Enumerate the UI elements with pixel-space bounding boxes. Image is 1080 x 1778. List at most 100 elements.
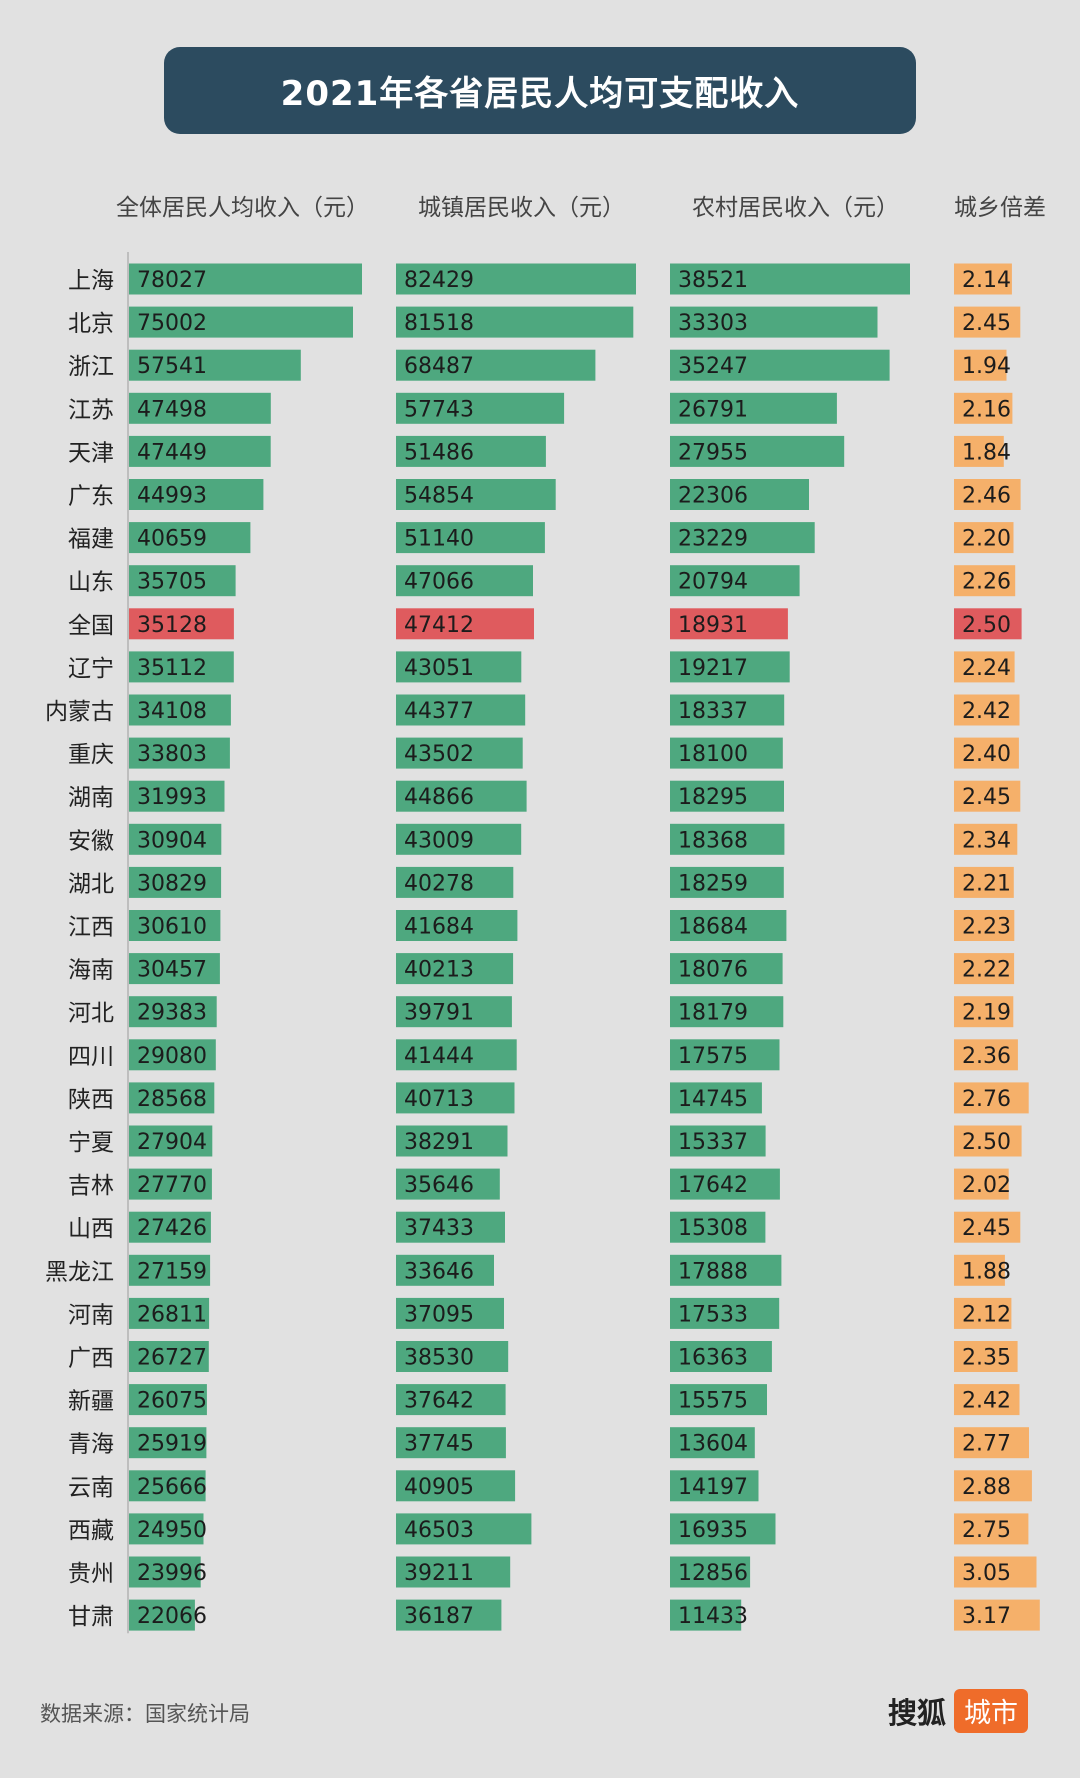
value-label-s2-29: 16935	[678, 1518, 748, 1543]
bar-s0-25	[129, 1341, 209, 1372]
bar-s2-9	[670, 651, 790, 683]
bar-s3-4	[954, 435, 1004, 467]
value-label-s2-25: 16363	[678, 1346, 748, 1371]
value-label-s2-26: 15575	[678, 1389, 748, 1414]
value-label-s3-11: 2.40	[962, 742, 1011, 767]
bar-s2-7	[670, 565, 800, 597]
bar-s2-6	[670, 522, 815, 554]
bar-s1-14	[396, 866, 514, 898]
value-label-s0-4: 47449	[137, 440, 207, 465]
value-label-s2-28: 14197	[678, 1475, 748, 1500]
category-label-2: 浙江	[68, 354, 114, 380]
value-label-s0-6: 40659	[137, 527, 207, 552]
value-label-s1-14: 40278	[404, 871, 474, 896]
value-label-s3-12: 2.45	[962, 785, 1011, 810]
bar-s2-0	[670, 263, 910, 295]
category-label-12: 湖南	[68, 785, 114, 811]
bar-s0-2	[129, 349, 301, 381]
bar-s2-19	[670, 1082, 762, 1114]
value-label-s3-3: 2.16	[962, 397, 1011, 422]
bar-s3-9	[954, 651, 1015, 683]
bar-s0-11	[129, 737, 230, 769]
category-label-30: 贵州	[68, 1561, 114, 1587]
bar-s0-9	[129, 651, 234, 683]
value-label-s2-5: 22306	[678, 484, 748, 509]
bar-s0-8	[129, 608, 234, 640]
bar-s3-5	[954, 479, 1021, 510]
category-label-16: 海南	[68, 958, 114, 984]
value-label-s1-23: 33646	[404, 1259, 474, 1284]
bar-s2-13	[670, 823, 785, 855]
data-source-note: 数据来源：国家统计局	[40, 1702, 250, 1726]
value-label-s2-0: 38521	[678, 268, 748, 293]
value-label-s3-31: 3.17	[962, 1604, 1011, 1629]
value-label-s3-6: 2.20	[962, 527, 1011, 552]
value-label-s0-20: 27904	[137, 1130, 207, 1155]
bar-s1-11	[396, 737, 523, 769]
value-label-s2-4: 27955	[678, 440, 748, 465]
bar-s0-24	[129, 1297, 210, 1329]
bar-s0-20	[129, 1125, 213, 1157]
bar-s0-16	[129, 953, 220, 985]
value-label-s1-12: 44866	[404, 785, 474, 810]
bar-s3-18	[954, 1039, 1018, 1071]
bar-s3-11	[954, 737, 1019, 769]
value-label-s1-6: 51140	[404, 527, 474, 552]
bar-s1-23	[396, 1254, 494, 1286]
bar-s3-19	[954, 1082, 1029, 1114]
value-label-s0-29: 24950	[137, 1518, 207, 1543]
bar-s2-20	[670, 1125, 766, 1157]
value-label-s3-17: 2.19	[962, 1001, 1011, 1026]
value-label-s0-23: 27159	[137, 1259, 207, 1284]
value-label-s0-15: 30610	[137, 915, 207, 940]
value-label-s3-25: 2.35	[962, 1346, 1011, 1371]
value-label-s0-21: 27770	[137, 1173, 207, 1198]
value-label-s1-25: 38530	[404, 1346, 474, 1371]
bar-s0-23	[129, 1254, 211, 1286]
category-label-23: 黑龙江	[45, 1259, 114, 1285]
bar-s1-26	[396, 1384, 506, 1416]
bar-s1-30	[396, 1556, 511, 1588]
category-label-17: 河北	[68, 1001, 114, 1027]
bar-s2-10	[670, 694, 785, 726]
category-label-6: 福建	[68, 527, 114, 553]
bar-s1-4	[396, 435, 546, 467]
value-label-s3-5: 2.46	[962, 484, 1011, 509]
bar-s1-31	[396, 1599, 502, 1631]
value-label-s1-4: 51486	[404, 440, 474, 465]
value-label-s1-18: 41444	[404, 1044, 474, 1069]
bar-s0-21	[129, 1168, 212, 1200]
bar-s1-28	[396, 1470, 516, 1502]
bar-s1-22	[396, 1211, 505, 1243]
bar-s3-7	[954, 565, 1016, 597]
bar-s0-12	[129, 780, 225, 812]
value-label-s1-15: 41684	[404, 915, 474, 940]
value-label-s1-16: 40213	[404, 958, 474, 983]
category-label-14: 湖北	[68, 871, 114, 897]
value-label-s0-16: 30457	[137, 958, 207, 983]
category-label-1: 北京	[68, 311, 114, 337]
value-label-s3-28: 2.88	[962, 1475, 1011, 1500]
value-label-s0-3: 47498	[137, 397, 207, 422]
bar-s3-31	[954, 1599, 1040, 1631]
bar-s3-17	[954, 996, 1014, 1028]
value-label-s1-26: 37642	[404, 1389, 474, 1414]
value-label-s0-31: 22066	[137, 1604, 207, 1629]
bar-s2-22	[670, 1211, 766, 1243]
value-label-s2-18: 17575	[678, 1044, 748, 1069]
value-label-s2-24: 17533	[678, 1302, 748, 1327]
bar-s2-24	[670, 1297, 780, 1329]
value-label-s0-13: 30904	[137, 828, 207, 853]
value-label-s3-24: 2.12	[962, 1302, 1011, 1327]
value-label-s2-30: 12856	[678, 1561, 748, 1586]
value-label-s1-21: 35646	[404, 1173, 474, 1198]
value-label-s0-27: 25919	[137, 1432, 207, 1457]
header-overall-income: 全体居民人均收入（元）	[116, 195, 369, 221]
bar-s0-3	[129, 392, 271, 424]
value-label-s1-28: 40905	[404, 1475, 474, 1500]
category-label-27: 青海	[68, 1432, 114, 1458]
bar-s0-7	[129, 565, 236, 597]
category-label-0: 上海	[68, 268, 114, 294]
value-label-s0-22: 27426	[137, 1216, 207, 1241]
value-label-s0-17: 29383	[137, 1001, 207, 1026]
